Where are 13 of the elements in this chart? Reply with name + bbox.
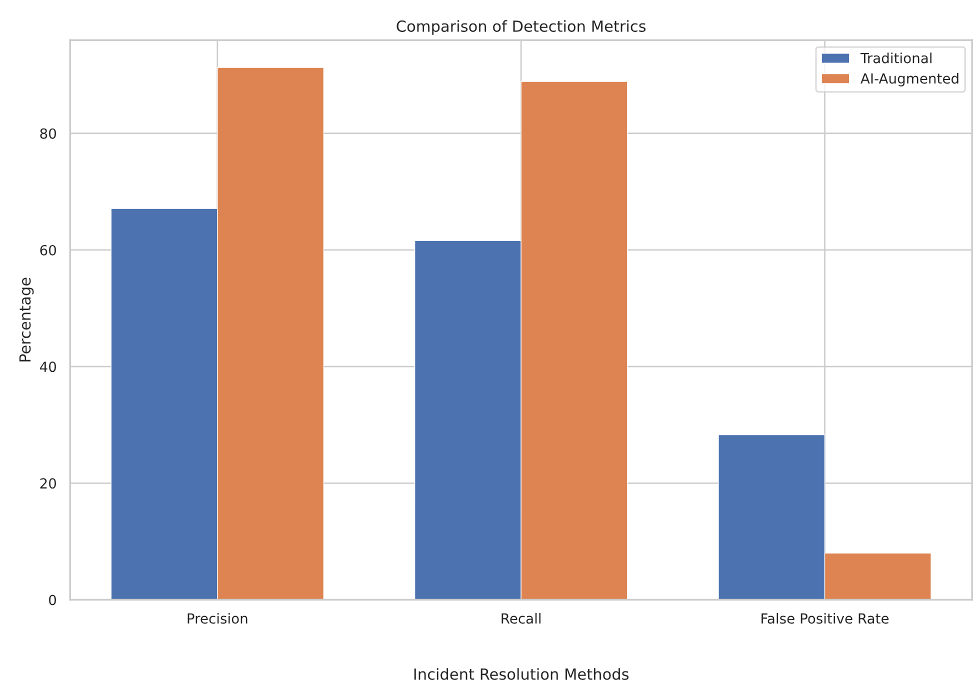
y-tick-label: 60 bbox=[40, 244, 56, 256]
x-tick-label: Recall bbox=[502, 612, 541, 624]
y-tick-label: 40 bbox=[40, 362, 56, 372]
x-axis-title: Incident Resolution Methods bbox=[414, 668, 629, 680]
y-tick-label: 80 bbox=[40, 128, 56, 139]
legend-label: Traditional bbox=[860, 52, 932, 64]
chart-title: Comparison of Detection Metrics bbox=[396, 20, 646, 35]
legend-label: AI-Augmented bbox=[860, 72, 958, 86]
y-axis-title: Percentage bbox=[19, 278, 34, 362]
x-tick-label: Precision bbox=[188, 612, 248, 624]
x-tick-label: False Positive Rate bbox=[762, 612, 889, 624]
y-tick-label: 0 bbox=[49, 594, 56, 606]
y-tick-label: 20 bbox=[40, 478, 56, 489]
